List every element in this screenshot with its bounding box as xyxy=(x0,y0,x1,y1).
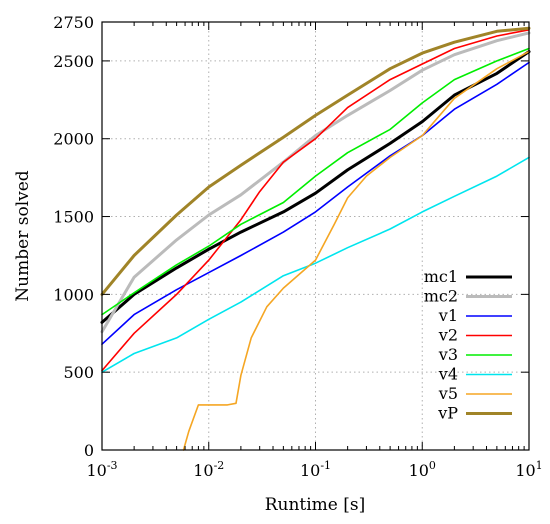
legend-label-vP: vP xyxy=(437,404,458,423)
series-line-mc2 xyxy=(100,31,531,334)
legend-label-mc2: mc2 xyxy=(424,287,458,306)
grid xyxy=(102,22,529,450)
y-tick-label: 500 xyxy=(63,363,94,382)
x-tick-label: 101 xyxy=(515,459,542,480)
y-tick-label: 2500 xyxy=(53,52,94,71)
legend-label-v2: v2 xyxy=(438,326,458,345)
legend-label-mc1: mc1 xyxy=(424,267,458,286)
series-line-vP xyxy=(100,26,531,296)
y-tick-label: 0 xyxy=(84,441,94,460)
series-line-v1 xyxy=(101,61,530,345)
y-tick-label: 1000 xyxy=(53,285,94,304)
series-line-mc1 xyxy=(100,50,531,324)
y-tick-label: 1500 xyxy=(53,208,94,227)
series-line-v4 xyxy=(101,156,530,373)
series-line-v3 xyxy=(101,47,530,316)
y-tick-label: 2000 xyxy=(53,130,94,149)
legend-label-v1: v1 xyxy=(438,306,458,325)
series-lines xyxy=(100,26,531,451)
x-axis-label: Runtime [s] xyxy=(265,495,366,515)
series-line-v5 xyxy=(182,50,530,451)
axis-ticks: 10-3 10-2 10-1 100 101 0 500 1000 1500 2000 2500 27… xyxy=(53,13,542,480)
series-line-v2 xyxy=(101,29,530,372)
legend-label-v3: v3 xyxy=(438,345,458,364)
legend-label-v5: v5 xyxy=(438,384,458,403)
y-tick-label: 2750 xyxy=(53,13,94,32)
x-tick-label: 100 xyxy=(409,459,436,480)
x-tick-label: 10-1 xyxy=(300,459,331,480)
y-axis-label: Number solved xyxy=(13,170,33,301)
x-tick-label: 10-3 xyxy=(86,459,117,480)
x-tick-label: 10-2 xyxy=(193,459,224,480)
legend-label-v4: v4 xyxy=(438,365,458,384)
